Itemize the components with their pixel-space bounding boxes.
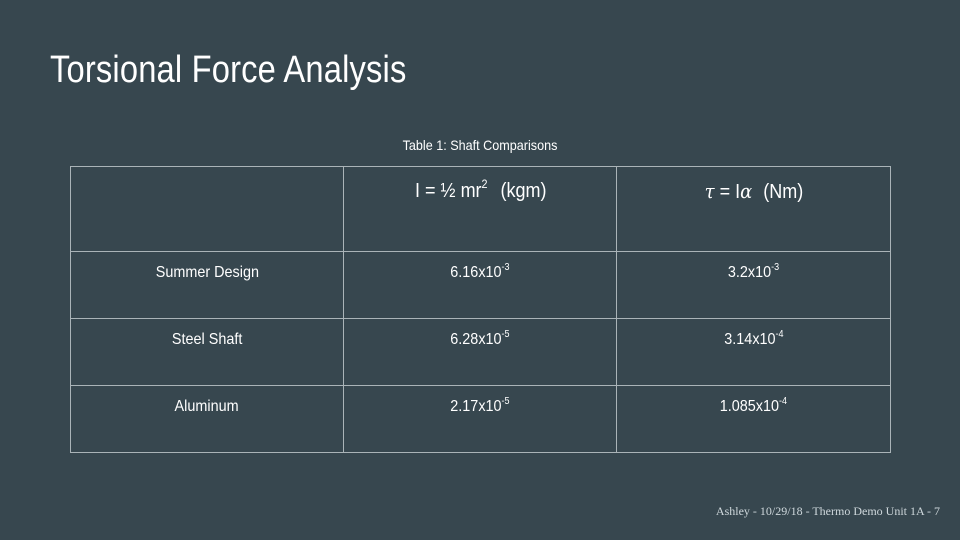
inertia-exponent: -5 bbox=[501, 329, 510, 340]
torque-value-cell: 3.2x10-3 bbox=[616, 251, 891, 319]
torque-formula-greek: α bbox=[740, 179, 753, 203]
inertia-formula-exponent: 2 bbox=[481, 177, 488, 191]
torque-value-cell: 1.085x10-4 bbox=[616, 385, 891, 453]
row-label: Steel Shaft bbox=[171, 331, 243, 348]
inertia-exponent: -3 bbox=[501, 262, 510, 273]
inertia-formula-lhs: I bbox=[415, 180, 421, 202]
table-caption: Table 1: Shaft Comparisons bbox=[0, 136, 960, 154]
inertia-mantissa: 2.17x10 bbox=[450, 398, 502, 415]
inertia-value-cell: 6.28x10-5 bbox=[343, 318, 617, 386]
torque-value-cell: 3.14x10-4 bbox=[616, 318, 891, 386]
slide-title: Torsional Force Analysis bbox=[50, 49, 407, 91]
table-header-row: I = ½ mr2 (kgm) τ = Iα (Nm) bbox=[70, 166, 891, 252]
torque-formula-rhs: I bbox=[735, 181, 741, 203]
inertia-value: 6.28x10-5 bbox=[450, 329, 509, 351]
table-row: Steel Shaft 6.28x10-5 3.14x10-4 bbox=[70, 318, 891, 386]
header-inertia-cell: I = ½ mr2 (kgm) bbox=[343, 166, 617, 252]
table-row: Summer Design 6.16x10-3 3.2x10-3 bbox=[70, 251, 891, 319]
row-label-cell: Steel Shaft bbox=[70, 318, 344, 386]
torque-formula-lhs: τ bbox=[704, 179, 715, 203]
torque-value: 3.14x10-4 bbox=[724, 329, 783, 351]
torque-mantissa: 1.085x10 bbox=[719, 398, 780, 415]
slide-footer: Ashley - 10/29/18 - Thermo Demo Unit 1A … bbox=[715, 504, 940, 518]
inertia-value-cell: 6.16x10-3 bbox=[343, 251, 617, 319]
inertia-value: 2.17x10-5 bbox=[450, 396, 509, 418]
torque-value: 3.2x10-3 bbox=[728, 262, 779, 284]
row-label-cell: Summer Design bbox=[70, 251, 344, 319]
torque-formula: τ = Iα bbox=[704, 179, 753, 203]
inertia-formula-rhs: ½ mr bbox=[440, 180, 482, 202]
inertia-exponent: -5 bbox=[501, 396, 510, 407]
torque-unit: (Nm) bbox=[762, 181, 803, 203]
inertia-mantissa: 6.16x10 bbox=[450, 264, 502, 281]
torque-mantissa: 3.14x10 bbox=[723, 331, 776, 348]
row-label: Aluminum bbox=[174, 398, 240, 415]
inertia-value-cell: 2.17x10-5 bbox=[343, 385, 617, 453]
row-label-cell: Aluminum bbox=[70, 385, 344, 453]
inertia-unit: (kgm) bbox=[500, 180, 547, 202]
inertia-formula: I = ½ mr2 bbox=[415, 177, 488, 202]
torque-mantissa: 3.2x10 bbox=[727, 264, 772, 281]
inertia-mantissa: 6.28x10 bbox=[450, 331, 502, 348]
torque-exponent: -4 bbox=[779, 396, 788, 407]
torque-exponent: -3 bbox=[771, 262, 780, 273]
torque-value: 1.085x10-4 bbox=[720, 396, 787, 418]
table-row: Aluminum 2.17x10-5 1.085x10-4 bbox=[70, 385, 891, 453]
header-empty-cell bbox=[70, 166, 344, 252]
row-label: Summer Design bbox=[155, 264, 259, 281]
inertia-value: 6.16x10-3 bbox=[450, 262, 509, 284]
shaft-comparison-table: I = ½ mr2 (kgm) τ = Iα (Nm) Summer Desig… bbox=[70, 166, 891, 453]
header-torque-cell: τ = Iα (Nm) bbox=[616, 166, 891, 252]
torque-exponent: -4 bbox=[775, 329, 784, 340]
table-caption-text: Table 1: Shaft Comparisons bbox=[402, 137, 558, 153]
